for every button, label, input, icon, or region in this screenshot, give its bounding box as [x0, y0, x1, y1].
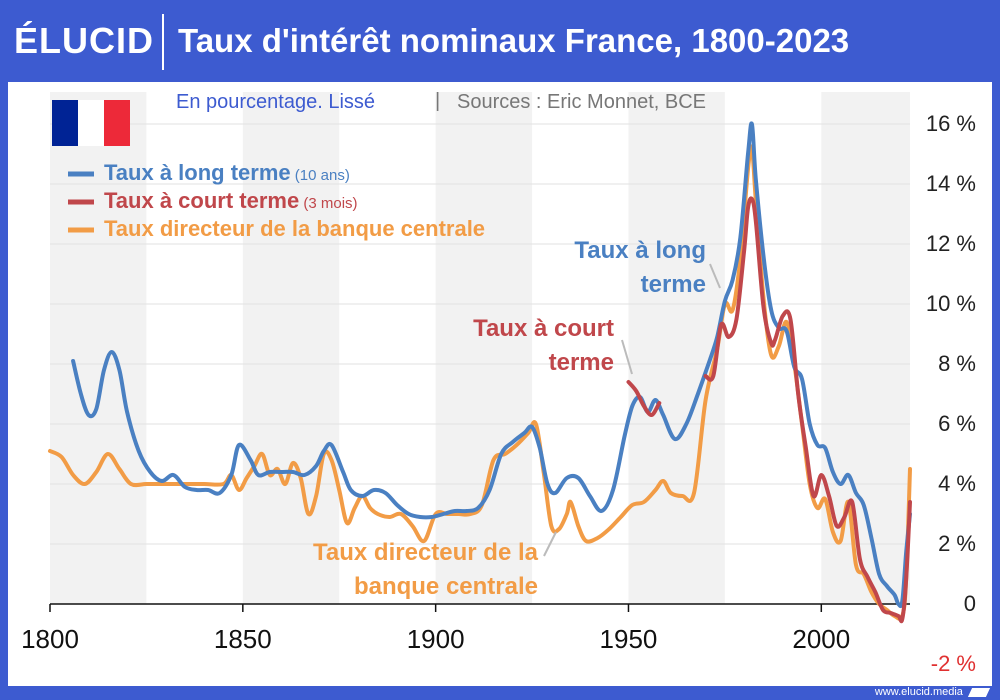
- background-band: [628, 92, 725, 604]
- annotation-short: Taux à court: [473, 315, 614, 342]
- chart-panel: 1800 1850 1900 1950 2000 -2 % 0 2 % 4 % 6 % 8 % 10 …: [8, 82, 992, 686]
- y-tick-label: 12 %: [926, 231, 976, 256]
- y-tick-label: 8 %: [938, 351, 976, 376]
- x-tick-label: 1850: [214, 624, 272, 654]
- interest-rate-chart: 1800 1850 1900 1950 2000 -2 % 0 2 % 4 % 6 % 8 % 10 …: [21, 90, 976, 676]
- leader-line-policy: [543, 531, 557, 557]
- footer[interactable]: www.elucid.media: [874, 686, 991, 698]
- footer-url[interactable]: www.elucid.media: [874, 686, 963, 698]
- background-band: [821, 92, 910, 604]
- annotation-policy: Taux directeur de la: [313, 539, 539, 566]
- background-band: [242, 92, 340, 604]
- series-line-long: [71, 121, 912, 609]
- legend-label-long: Taux à long terme (10 ans): [104, 160, 350, 185]
- y-tick-label: 6 %: [938, 411, 976, 436]
- subtitle-text: En pourcentage. Lissé: [176, 91, 375, 113]
- elucid-mark-icon: [967, 687, 991, 697]
- y-tick-label: 4 %: [938, 471, 976, 496]
- y-tick-label: 10 %: [926, 291, 976, 316]
- header-divider: [162, 14, 164, 70]
- annotation-long: Taux à long: [574, 237, 706, 264]
- y-tick-label: -2 %: [931, 651, 976, 676]
- series-line-short: [626, 380, 662, 417]
- annotation-short: terme: [549, 349, 614, 376]
- leader-line-short: [621, 339, 633, 375]
- x-tick-label: 1900: [407, 624, 465, 654]
- x-tick-label: 1950: [600, 624, 658, 654]
- flag-white-band: [78, 100, 104, 146]
- annotation-policy: banque centrale: [354, 573, 538, 600]
- background-band: [435, 92, 533, 604]
- series-line-short: [703, 196, 912, 624]
- annotation-long: terme: [641, 271, 706, 298]
- legend-label-short: Taux à court terme (3 mois): [104, 188, 358, 213]
- background-band: [50, 92, 147, 604]
- y-tick-label: 14 %: [926, 171, 976, 196]
- subtitle-sources: Sources : Eric Monnet, BCE: [457, 91, 706, 113]
- y-tick-label: 2 %: [938, 531, 976, 556]
- leader-line-long: [709, 263, 721, 289]
- x-tick-label: 2000: [792, 624, 850, 654]
- french-flag-icon: [52, 100, 78, 146]
- subtitle-separator: |: [435, 90, 440, 112]
- legend-label-policy: Taux directeur de la banque centrale: [104, 216, 485, 241]
- elucid-logo[interactable]: ÉLUCID: [14, 20, 154, 61]
- y-tick-label: 0: [964, 591, 976, 616]
- header-bar: ÉLUCID Taux d'intérêt nominaux France, 1…: [0, 0, 1000, 82]
- flag-red-band: [104, 100, 130, 146]
- page-title: Taux d'intérêt nominaux France, 1800-202…: [178, 22, 850, 59]
- y-tick-label: 16 %: [926, 111, 976, 136]
- x-tick-label: 1800: [21, 624, 79, 654]
